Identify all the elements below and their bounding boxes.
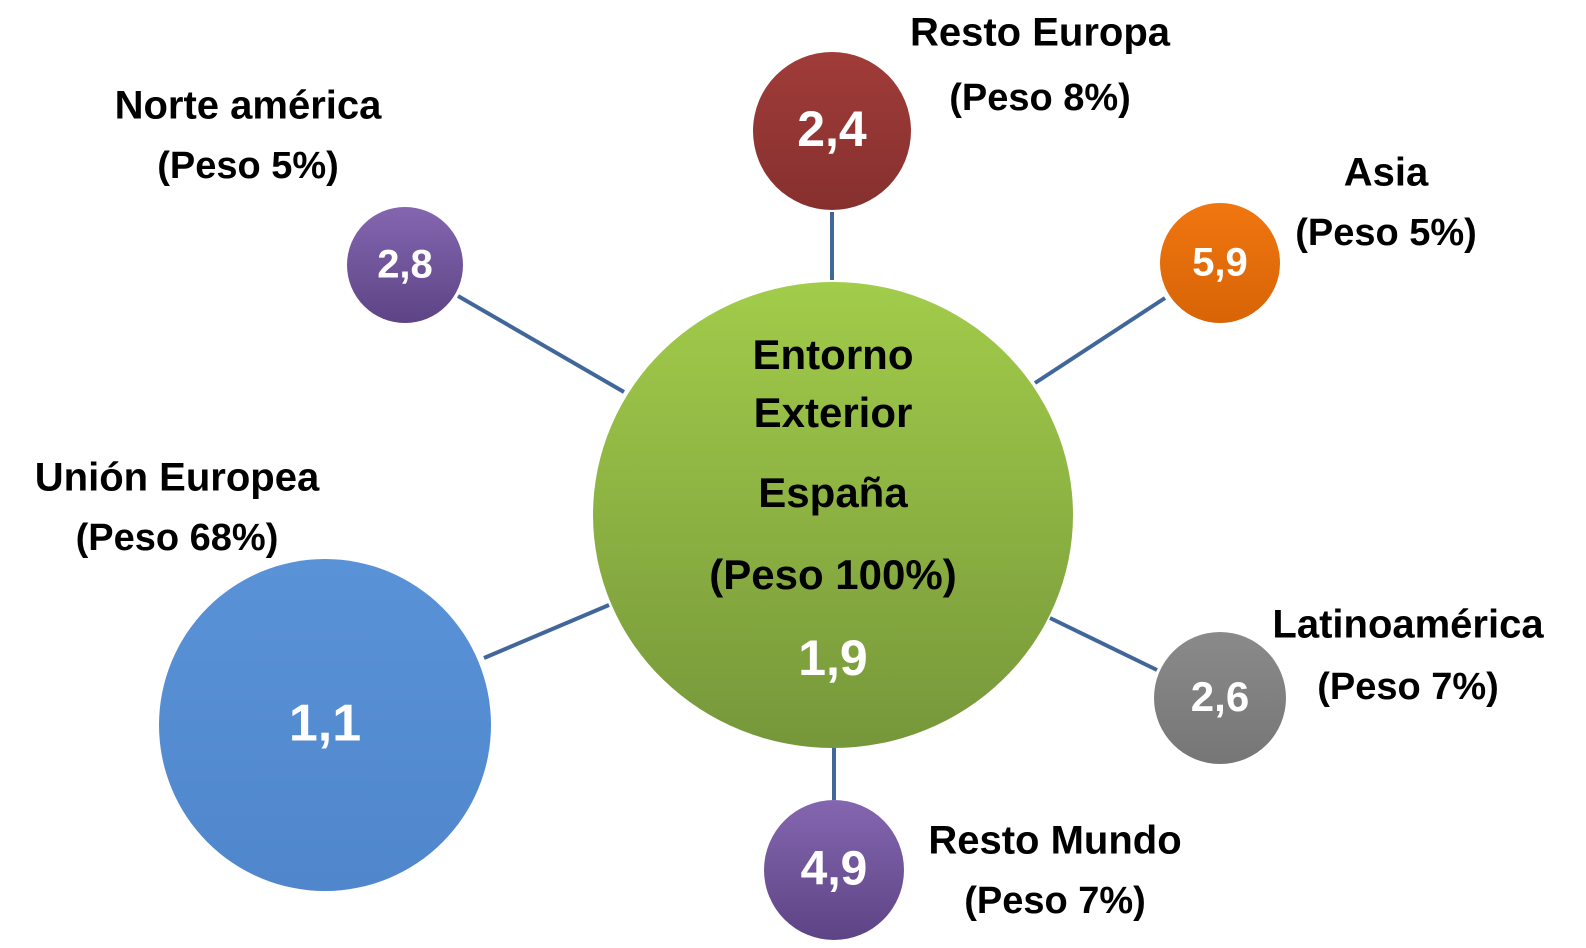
connector — [456, 294, 626, 394]
node-weight: (Peso 5%) — [1295, 212, 1477, 254]
node-weight: (Peso 68%) — [76, 517, 279, 559]
node-circle — [159, 559, 491, 891]
node-circle — [347, 207, 463, 323]
connector — [483, 603, 610, 660]
center-label: Exterior — [754, 389, 913, 436]
node-name: Resto Mundo — [928, 819, 1181, 863]
center-circle — [593, 282, 1073, 748]
node-name: Asia — [1344, 151, 1429, 195]
node-value: 5,9 — [1192, 241, 1248, 285]
center-value: 1,9 — [798, 630, 868, 686]
node-weight: (Peso 5%) — [157, 145, 339, 187]
node-value: 2,8 — [377, 243, 433, 287]
center-label: (Peso 100%) — [709, 551, 956, 598]
connector — [1049, 616, 1158, 672]
node-value: 2,6 — [1191, 673, 1249, 720]
node-name: Norte américa — [115, 84, 383, 128]
node-weight: (Peso 8%) — [949, 77, 1131, 119]
node-value: 1,1 — [289, 695, 361, 753]
center-label: España — [758, 469, 908, 516]
node-value: 2,4 — [797, 101, 867, 157]
center-label: Entorno — [753, 331, 914, 378]
node-name: Unión Europea — [35, 456, 320, 500]
node-name: Resto Europa — [910, 11, 1171, 55]
node-weight: (Peso 7%) — [964, 880, 1146, 922]
node-circle — [1154, 632, 1286, 764]
node-name: Latinoamérica — [1272, 603, 1544, 647]
node-circle — [1160, 203, 1280, 323]
node-weight: (Peso 7%) — [1317, 666, 1499, 708]
connectors — [456, 212, 1167, 800]
node-circle — [753, 52, 911, 210]
connector — [1033, 296, 1167, 385]
node-value: 4,9 — [801, 843, 868, 896]
node-circle — [764, 800, 904, 940]
